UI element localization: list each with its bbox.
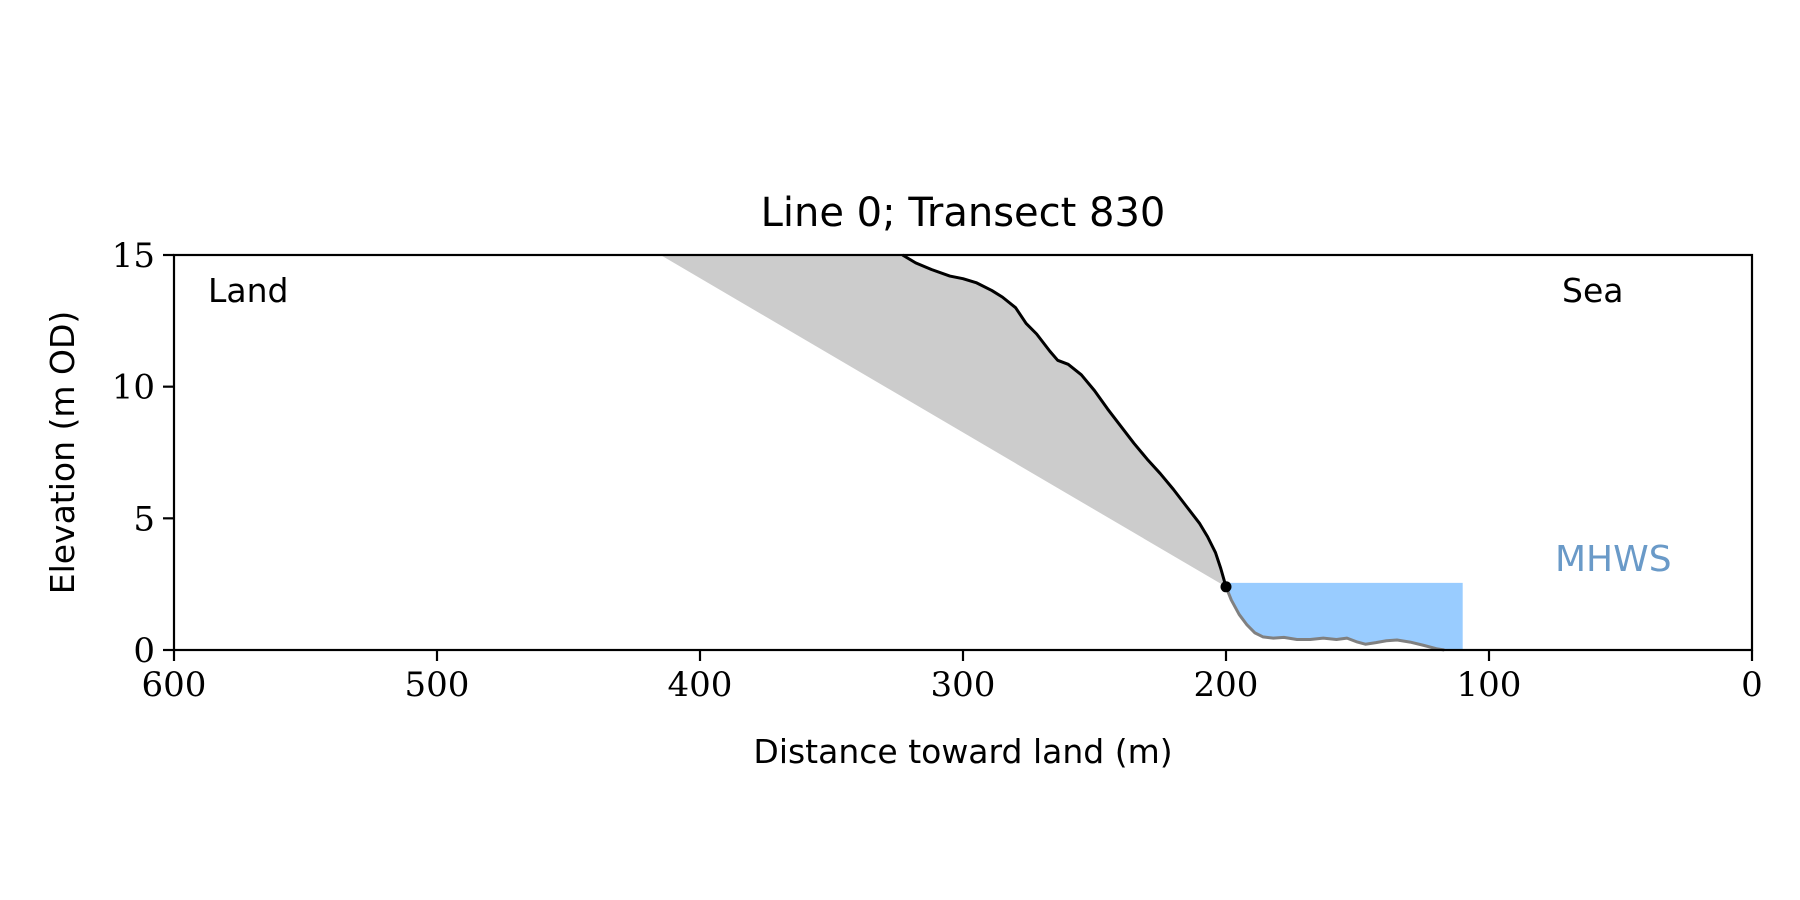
y-axis-label: Elevation (m OD) <box>43 311 82 595</box>
mhws-annotation: MHWS <box>1555 539 1672 580</box>
x-tick-label: 200 <box>1194 665 1259 705</box>
x-axis-label: Distance toward land (m) <box>753 732 1172 771</box>
lines-layer <box>901 253 1445 652</box>
x-tick-label: 100 <box>1457 665 1522 705</box>
x-tick-label: 400 <box>668 665 733 705</box>
y-tick-label: 10 <box>112 368 155 408</box>
x-tick-label: 600 <box>142 665 207 705</box>
fills-layer <box>660 255 1463 650</box>
x-tick-label: 0 <box>1741 665 1763 705</box>
y-tick-label: 0 <box>133 631 155 671</box>
sea-profile-line <box>1224 586 1445 652</box>
x-tick-label: 500 <box>405 665 470 705</box>
mhws-water-area <box>1226 582 1463 650</box>
chart-title: Line 0; Transect 830 <box>761 190 1166 236</box>
x-tick-label: 300 <box>931 665 996 705</box>
y-tick-label: 5 <box>133 499 155 539</box>
sea-annotation: Sea <box>1562 271 1623 310</box>
text-layer: Line 0; Transect 830 Distance toward lan… <box>43 190 1672 771</box>
y-tick-label: 15 <box>112 236 155 276</box>
land-profile-line <box>901 253 1228 588</box>
eroded-area <box>660 255 1226 587</box>
land-annotation: Land <box>208 271 288 310</box>
axes-layer: 600 500 400 300 200 100 0 0 5 10 15 <box>112 236 1763 705</box>
cliff-toe-marker <box>1220 581 1232 593</box>
